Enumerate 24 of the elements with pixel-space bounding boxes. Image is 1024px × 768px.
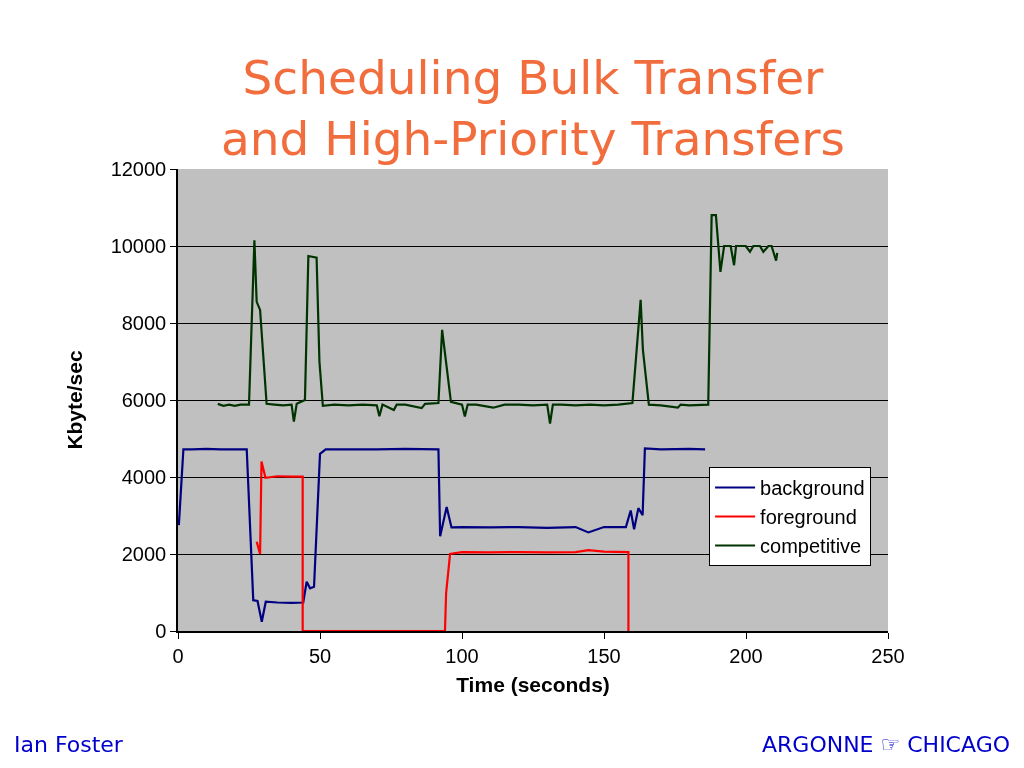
- y-tick-label: 4000: [121, 466, 167, 488]
- x-tick-label: 200: [729, 644, 763, 667]
- y-tick-label: 8000: [121, 312, 167, 334]
- x-tick-label: 100: [445, 644, 479, 667]
- line-series: [178, 447, 707, 623]
- text: ARGONNE ☞ CHICAGO: [762, 732, 1011, 757]
- x-tick-label: 250: [871, 644, 905, 667]
- y-tick-label: 10000: [110, 235, 167, 257]
- x-axis-title: Time (seconds): [456, 673, 610, 697]
- legend-label: foreground: [760, 506, 857, 529]
- y-tick-label: 2000: [121, 543, 167, 565]
- x-tick-label: 150: [587, 644, 621, 667]
- line-series: [255, 460, 630, 631]
- y-tick-label: 6000: [121, 389, 167, 411]
- x-tick-label: 50: [308, 644, 332, 667]
- chart-title: Scheduling Bulk Transfer and High-Priority Transfers: [220, 50, 846, 167]
- text: Ian Foster: [14, 732, 124, 757]
- legend-label: competitive: [760, 535, 862, 558]
- y-tick-label: 12000: [110, 158, 167, 180]
- y-tick-label: 0: [155, 620, 167, 642]
- line-series: [216, 214, 779, 425]
- x-tick-label: 0: [172, 644, 184, 667]
- y-axis-title: Kbyte/sec: [63, 350, 87, 450]
- legend-label: background: [760, 477, 865, 500]
